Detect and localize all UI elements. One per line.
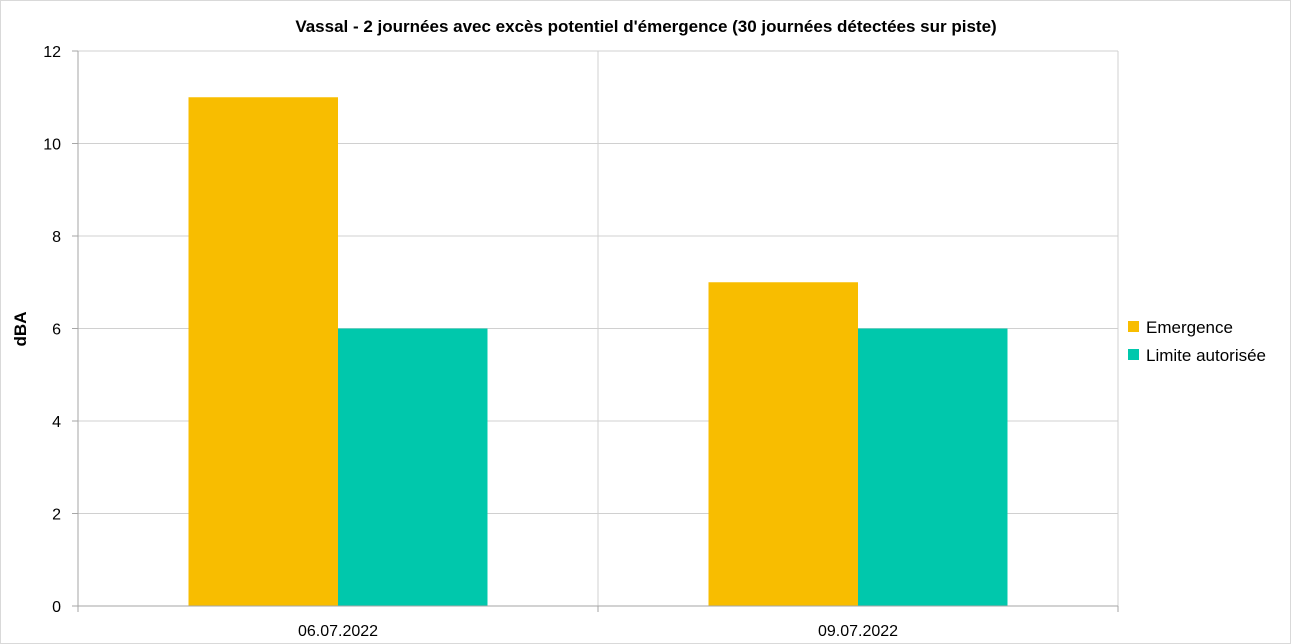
x-tick-labels: 06.07.2022 09.07.2022	[298, 623, 898, 640]
y-tick-label-6: 12	[43, 44, 61, 61]
y-tick-label-5: 10	[43, 137, 61, 154]
y-tick-label-0: 0	[52, 599, 61, 616]
y-tick-label-2: 4	[52, 414, 61, 431]
y-tick-labels: 0 2 4 6 8 10 12	[43, 44, 61, 616]
legend: Emergence Limite autorisée	[1128, 318, 1266, 365]
y-tick-label-1: 2	[52, 507, 61, 524]
chart-title: Vassal - 2 journées avec excès potentiel…	[295, 17, 996, 36]
x-tick-label-0: 06.07.2022	[298, 623, 378, 640]
bars	[188, 97, 1008, 606]
x-tick-label-1: 09.07.2022	[818, 623, 898, 640]
bar-emergence-1	[708, 282, 858, 606]
bar-limite-autoris-e-0	[338, 328, 488, 606]
y-axis-title: dBA	[11, 312, 30, 347]
legend-label-1: Limite autorisée	[1146, 346, 1266, 365]
bar-limite-autoris-e-1	[858, 328, 1008, 606]
y-tick-label-4: 8	[52, 229, 61, 246]
bar-emergence-0	[188, 97, 338, 606]
axes	[72, 50, 1119, 612]
legend-swatch-1	[1128, 349, 1139, 360]
legend-label-0: Emergence	[1146, 318, 1233, 337]
y-tick-label-3: 6	[52, 322, 61, 339]
legend-swatch-0	[1128, 321, 1139, 332]
